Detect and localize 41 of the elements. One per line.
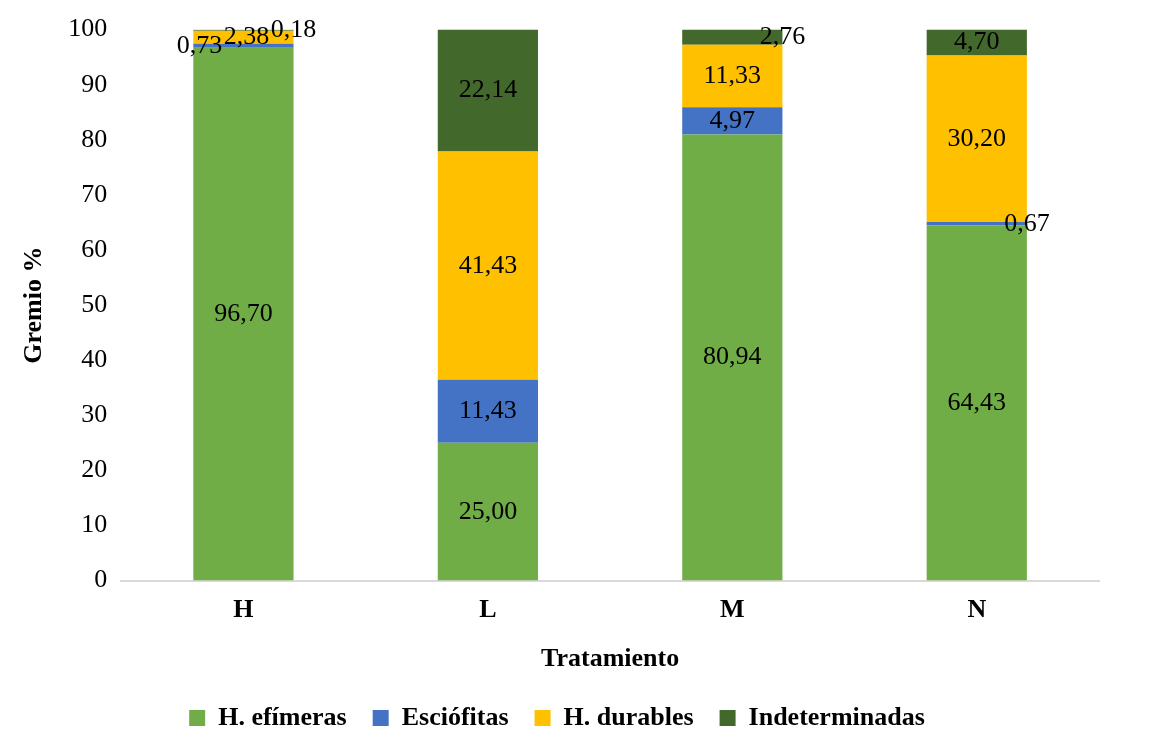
data-label: 4,97: [709, 104, 756, 134]
bar: [682, 134, 783, 581]
data-label: 80,94: [703, 341, 762, 371]
y-axis-title: Gremio %: [18, 246, 48, 364]
y-tick-label: 10: [81, 509, 108, 539]
data-label: 96,70: [214, 298, 273, 328]
data-label: 11,33: [703, 59, 762, 89]
x-tick-label: N: [967, 593, 987, 623]
x-tick-label: L: [479, 593, 497, 623]
x-tick-label: M: [720, 593, 745, 623]
bar: [437, 151, 538, 380]
bar: [437, 29, 538, 152]
y-tick-label: 50: [81, 288, 108, 318]
data-label: 0,73: [176, 29, 223, 59]
bar: [682, 107, 783, 135]
legend-label: Esciófitas: [401, 701, 509, 731]
data-label: 0,18: [270, 13, 317, 43]
bar: [437, 442, 538, 581]
data-label: 30,20: [947, 122, 1007, 152]
legend-label: H. durables: [563, 701, 694, 731]
x-axis-title: Tratamiento: [541, 643, 680, 673]
y-tick-label: 100: [68, 13, 108, 43]
y-tick-label: 70: [81, 178, 108, 208]
data-label: 22,14: [458, 74, 518, 104]
y-tick-label: 30: [81, 399, 108, 429]
y-tick-label: 60: [81, 233, 108, 263]
y-tick-label: 20: [81, 454, 108, 484]
y-tick-label: 40: [81, 344, 108, 374]
data-label: 11,43: [459, 395, 517, 425]
data-label: 2,38: [223, 21, 270, 51]
bar: [437, 379, 538, 443]
legend-label: H. efímeras: [218, 701, 347, 731]
data-label: 64,43: [947, 386, 1007, 416]
y-tick-label: 80: [81, 123, 108, 153]
y-tick-label: 0: [94, 564, 108, 594]
data-label: 25,00: [458, 495, 518, 525]
x-tick-label: H: [233, 593, 254, 623]
legend-label: Indeterminadas: [748, 701, 925, 731]
data-label: 4,70: [954, 26, 1000, 56]
y-tick-label: 90: [81, 68, 108, 98]
data-label: 41,43: [458, 249, 518, 279]
